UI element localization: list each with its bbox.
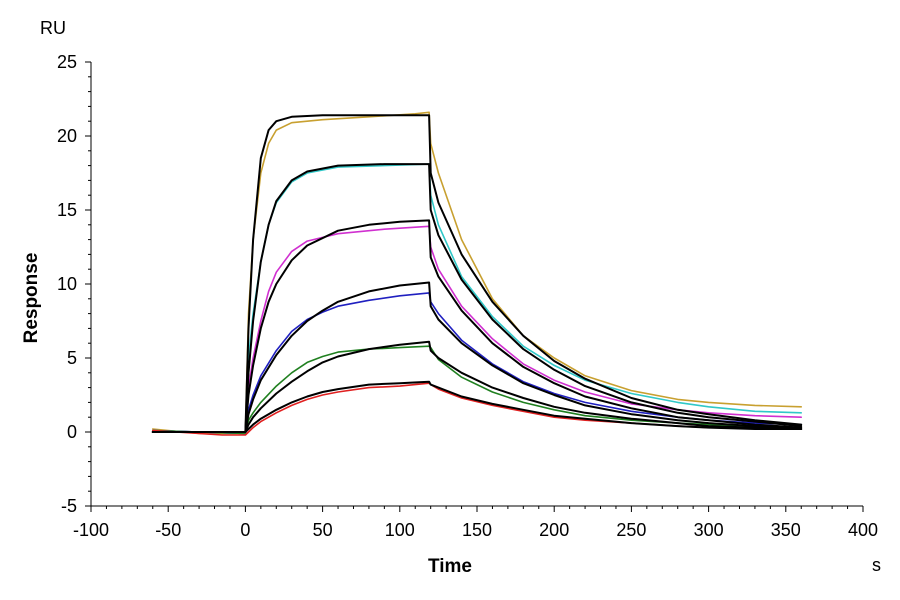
fit-curve-11 <box>151 380 803 433</box>
y-tick-label: 15 <box>57 200 77 220</box>
fit-curve-9 <box>151 281 803 433</box>
fit-curve-6 <box>151 114 803 433</box>
x-tick-label: 300 <box>694 520 724 540</box>
x-tick-label: 350 <box>771 520 801 540</box>
x-tick-label: 100 <box>385 520 415 540</box>
x-tick-label: 150 <box>462 520 492 540</box>
fit-curve-10 <box>151 340 803 433</box>
y-tick-label: 5 <box>67 348 77 368</box>
y-unit-label: RU <box>40 18 66 38</box>
y-tick-label: 20 <box>57 126 77 146</box>
fit-curve-7 <box>151 163 803 433</box>
x-tick-label: 200 <box>539 520 569 540</box>
measured-curve-3 <box>152 292 802 435</box>
axes <box>90 62 863 507</box>
series-layer <box>151 111 803 436</box>
ticks: -100 -50 0 50 100 150 200 250 300 350 400-50510152… <box>57 52 878 540</box>
y-tick-label: 10 <box>57 274 77 294</box>
x-tick-label: -100 <box>73 520 109 540</box>
measured-curve-4 <box>152 345 802 435</box>
x-tick-label: 250 <box>616 520 646 540</box>
x-unit-label: s <box>872 555 881 575</box>
y-tick-label: -5 <box>61 496 77 516</box>
y-tick-label: 25 <box>57 52 77 72</box>
x-tick-label: -50 <box>155 520 181 540</box>
x-tick-label: 400 <box>848 520 878 540</box>
fit-curve-8 <box>151 219 803 433</box>
x-tick-label: 0 <box>240 520 250 540</box>
y-tick-label: 0 <box>67 422 77 442</box>
x-axis-title: Time <box>428 556 472 577</box>
x-tick-label: 50 <box>313 520 333 540</box>
y-axis-title: Response <box>21 253 42 344</box>
